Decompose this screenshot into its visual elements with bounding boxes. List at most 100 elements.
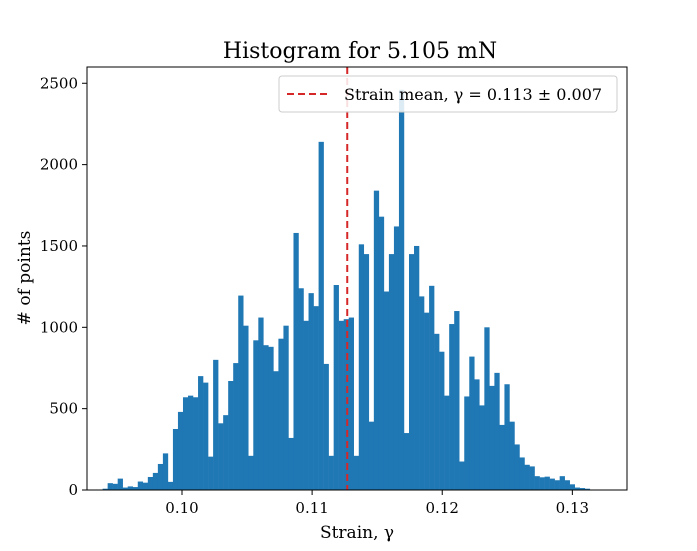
histogram-bar	[162, 453, 169, 490]
histogram-bar	[308, 293, 314, 490]
y-tick-label: 0	[68, 481, 78, 499]
histogram-bar	[444, 395, 450, 490]
histogram-bar	[117, 478, 123, 490]
histogram-bar	[383, 291, 390, 490]
histogram-bar	[419, 296, 425, 490]
histogram-bar	[278, 338, 284, 490]
histogram-bar	[398, 89, 405, 490]
histogram-bar	[213, 359, 219, 490]
histogram-bar	[328, 455, 334, 490]
x-tick-label: 0.12	[426, 499, 459, 517]
histogram-bar	[409, 254, 415, 490]
histogram-bar	[368, 421, 375, 490]
plot-frame	[86, 66, 628, 491]
histogram-bar	[323, 363, 329, 490]
histogram-bar	[228, 381, 234, 490]
histogram-bar	[403, 433, 410, 490]
histogram-bar	[429, 285, 435, 490]
histogram-bar	[378, 216, 385, 490]
histogram-bar	[172, 428, 179, 490]
histogram-bar	[318, 141, 324, 490]
histogram-bar	[253, 340, 259, 490]
histogram-bar	[193, 397, 199, 490]
histogram-bar	[177, 411, 184, 490]
histogram-bar	[469, 356, 475, 490]
histogram-bar	[233, 363, 239, 490]
histogram-bar	[298, 288, 304, 490]
histogram-bar	[343, 319, 349, 490]
histogram-bar	[208, 456, 214, 490]
histogram-bar	[373, 190, 380, 490]
histogram-bar	[273, 371, 279, 490]
histogram-bar	[338, 320, 344, 490]
histogram-bar	[484, 327, 490, 490]
histogram-bar	[584, 488, 591, 490]
histogram-bar	[303, 320, 309, 490]
histogram-bar	[238, 295, 244, 490]
histogram-bar	[167, 481, 174, 490]
histogram-bar	[358, 244, 365, 490]
histogram-bar	[348, 317, 354, 490]
histogram-bar	[499, 424, 505, 490]
histogram-bar	[479, 405, 485, 490]
histogram-bar	[263, 345, 269, 490]
histogram-bar	[283, 325, 289, 490]
histogram-bar	[203, 382, 209, 490]
histogram-bar	[127, 486, 133, 490]
histogram-bar	[464, 396, 470, 490]
x-axis-label: Strain, γ	[320, 523, 394, 543]
histogram-bar	[524, 464, 530, 490]
legend-entry-label: Strain mean, γ = 0.113 ± 0.007	[344, 85, 602, 104]
histogram-bar	[112, 483, 118, 490]
histogram-bar	[529, 466, 535, 490]
histogram-bar	[544, 476, 550, 490]
x-axis-ticks: 0.10 0.11 0.12 0.13	[165, 490, 589, 517]
histogram-bar	[564, 480, 570, 490]
histogram-bar	[534, 476, 540, 490]
histogram-bar	[188, 395, 194, 490]
histogram-bar	[474, 379, 480, 490]
histogram-bar	[258, 317, 264, 490]
y-tick-label: 2500	[40, 74, 78, 92]
x-tick-label: 0.11	[295, 499, 328, 517]
histogram-bar	[539, 477, 545, 490]
histogram-bar	[549, 478, 555, 490]
histogram-bar	[157, 463, 164, 490]
histogram-bar	[454, 311, 460, 490]
histogram-bar	[459, 461, 465, 490]
histogram-bar	[122, 487, 128, 490]
histogram-bar	[489, 385, 495, 490]
histogram-bar	[198, 376, 204, 490]
histogram-bar	[494, 372, 500, 490]
y-axis-ticks: 0 500 1000 1500 2000 2500	[40, 74, 87, 499]
histogram-bar	[293, 232, 299, 490]
chart-title: Histogram for 5.105 mN	[223, 39, 497, 64]
histogram-bar	[137, 481, 144, 490]
legend: Strain mean, γ = 0.113 ± 0.007	[278, 75, 618, 113]
histogram-bar	[132, 487, 139, 490]
y-tick-label: 2000	[40, 156, 78, 174]
histogram-bar	[363, 254, 370, 490]
histogram-bar	[107, 483, 113, 490]
histogram-bar	[223, 415, 229, 490]
histogram-bar	[509, 421, 515, 490]
histogram-bar	[559, 476, 565, 490]
histogram-bar	[388, 254, 395, 490]
histogram-bar	[554, 480, 560, 490]
histogram-bar	[288, 437, 294, 490]
y-tick-label: 500	[49, 400, 78, 418]
histogram-bar	[268, 346, 274, 490]
histogram-bar	[519, 457, 525, 490]
histogram-bar	[434, 333, 440, 490]
histogram-bar	[313, 306, 319, 490]
histogram-bar	[439, 351, 445, 490]
histogram-bar	[504, 384, 510, 490]
histogram-bar	[182, 397, 189, 490]
histogram-bar	[102, 488, 108, 490]
histogram-bar	[248, 455, 254, 490]
histogram-bar	[424, 312, 430, 490]
y-tick-label: 1000	[40, 318, 78, 336]
histogram-bar	[579, 488, 586, 490]
histogram-bar	[152, 472, 159, 490]
